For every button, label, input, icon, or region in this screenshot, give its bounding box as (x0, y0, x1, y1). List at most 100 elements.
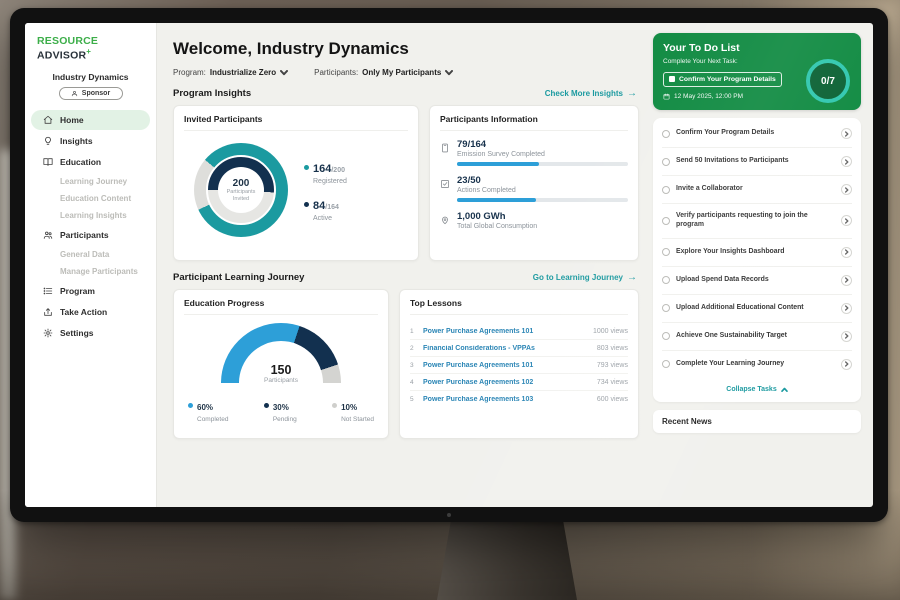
lesson-link[interactable]: Power Purchase Agreements 101 (423, 361, 534, 369)
checkbox-icon[interactable] (662, 360, 670, 369)
checkbox-icon[interactable] (662, 276, 670, 285)
education-gauge: 150 Participants (221, 323, 341, 385)
sidebar-item-take-action[interactable]: Take Action (31, 302, 150, 322)
lesson-link[interactable]: Power Purchase Agreements 103 (423, 395, 534, 403)
chevron-right-icon[interactable] (841, 330, 852, 342)
app-logo: RESOURCE ADVISOR+ (25, 35, 156, 70)
card-title: Invited Participants (184, 114, 408, 131)
chevron-right-icon[interactable] (841, 274, 852, 286)
task-row-complete-learning-journey[interactable]: Complete Your Learning Journey (662, 351, 852, 378)
sidebar-item-education[interactable]: Education (31, 152, 150, 172)
chevron-right-icon[interactable] (841, 128, 852, 139)
sidebar-item-education-content[interactable]: Education Content (25, 190, 156, 207)
stat-body: 1,000 GWh Total Global Consumption (457, 211, 628, 230)
monitor-stand (437, 520, 577, 600)
task-label: Confirm Your Program Details (676, 129, 775, 137)
program-select[interactable]: Program: Industrialize Zero (173, 68, 289, 77)
task-label: Explore Your Insights Dashboard (676, 247, 785, 255)
invited-participants-card: Invited Participants 200 Participants In… (173, 105, 419, 261)
collapse-tasks-button[interactable]: Collapse Tasks (662, 378, 852, 398)
sidebar-item-home[interactable]: Home (31, 109, 150, 130)
checkbox-icon[interactable] (669, 76, 675, 82)
lesson-rank: 4 (410, 378, 414, 386)
card-title: Participants Information (440, 114, 628, 131)
chevron-right-icon[interactable] (841, 358, 852, 370)
lesson-rank: 1 (410, 327, 414, 335)
todo-task-list: Confirm Your Program Details Send 50 Inv… (653, 118, 861, 402)
donut-legend: 164/200 Registered 84/164 Active (304, 159, 347, 222)
checkbox-icon[interactable] (662, 157, 670, 166)
energy-pin-icon (440, 211, 450, 230)
next-task-pill[interactable]: Confirm Your Program Details (663, 71, 782, 87)
go-to-learning-journey-link[interactable]: Go to Learning Journey → (533, 272, 637, 283)
sidebar-item-manage-participants[interactable]: Manage Participants (25, 263, 156, 280)
program-select-label: Program: (173, 68, 206, 77)
check-more-insights-link[interactable]: Check More Insights → (545, 88, 637, 99)
checkbox-icon[interactable] (662, 216, 670, 225)
chevron-right-icon[interactable] (841, 184, 852, 195)
due-date-row: 12 May 2025, 12:00 PM (663, 93, 851, 100)
legend-value: 10% (341, 403, 358, 412)
stat-actions-completed: 23/50 Actions Completed (440, 175, 628, 202)
lesson-row: 5 Power Purchase Agreements 103 600 view… (410, 391, 628, 407)
task-row-send-invitations[interactable]: Send 50 Invitations to Participants (662, 148, 852, 176)
emission-progress-bar (457, 162, 628, 166)
stat-value: 79/164 (457, 139, 487, 150)
home-icon (43, 115, 53, 125)
task-label: Upload Additional Educational Content (676, 303, 804, 311)
task-row-explore-insights[interactable]: Explore Your Insights Dashboard (662, 239, 852, 267)
sidebar-item-label: Settings (60, 327, 94, 338)
lesson-views: 600 views (596, 395, 628, 403)
checkbox-icon[interactable] (662, 248, 670, 257)
participants-select[interactable]: Participants: Only My Participants (314, 68, 454, 77)
task-row-verify-participants[interactable]: Verify participants requesting to join t… (662, 204, 852, 239)
chevron-right-icon[interactable] (841, 302, 852, 314)
donut-center-value: 200 (232, 177, 250, 189)
sponsor-label: Sponsor (81, 89, 111, 97)
sidebar-item-label: Home (60, 114, 84, 125)
task-row-achieve-sustainability-target[interactable]: Achieve One Sustainability Target (662, 323, 852, 351)
sidebar-item-general-data[interactable]: General Data (25, 246, 156, 263)
task-row-invite-collaborator[interactable]: Invite a Collaborator (662, 176, 852, 204)
sidebar-item-settings[interactable]: Settings (31, 323, 150, 343)
legend-item-active: 84/164 Active (304, 196, 347, 222)
calendar-icon (663, 93, 670, 100)
lesson-row: 3 Power Purchase Agreements 101 793 view… (410, 357, 628, 374)
checkbox-icon[interactable] (662, 332, 670, 341)
legend-item-registered: 164/200 Registered (304, 159, 347, 185)
progress-fill (457, 162, 540, 166)
sidebar-item-program[interactable]: Program (31, 281, 150, 301)
sidebar-item-learning-journey[interactable]: Learning Journey (25, 173, 156, 190)
task-row-upload-spend-data[interactable]: Upload Spend Data Records (662, 267, 852, 295)
lesson-rank: 2 (410, 344, 414, 352)
collapse-label: Collapse Tasks (726, 385, 777, 393)
chevron-right-icon[interactable] (841, 246, 852, 258)
sidebar-item-learning-insights[interactable]: Learning Insights (25, 207, 156, 224)
task-row-upload-educational-content[interactable]: Upload Additional Educational Content (662, 295, 852, 323)
lesson-link[interactable]: Power Purchase Agreements 101 (423, 327, 534, 335)
checkbox-icon[interactable] (662, 129, 670, 138)
chevron-right-icon[interactable] (841, 215, 852, 227)
lesson-row: 2 Financial Considerations - VPPAs 803 v… (410, 340, 628, 357)
legend-dot-pending (263, 403, 269, 408)
lesson-link[interactable]: Power Purchase Agreements 102 (423, 378, 534, 386)
checkbox-icon[interactable] (662, 304, 670, 313)
task-label: Upload Spend Data Records (676, 275, 769, 283)
chevron-right-icon[interactable] (841, 156, 852, 167)
legend-label: Registered (313, 177, 347, 185)
task-label: Invite a Collaborator (676, 185, 743, 193)
lesson-views: 1000 views (592, 327, 628, 335)
sidebar-item-participants[interactable]: Participants (31, 225, 150, 245)
invited-body: 200 Participants Invited 164/200 Registe… (184, 139, 408, 237)
filter-bar: Program: Industrialize Zero Participants… (173, 68, 639, 77)
todo-subtitle: Complete Your Next Task: (663, 58, 738, 65)
stat-value: 1,000 GWh (457, 211, 506, 222)
sidebar: RESOURCE ADVISOR+ Industry Dynamics Spon… (25, 23, 157, 507)
legend-item-pending: 30% Pending (263, 397, 297, 423)
legend-label: Active (313, 214, 333, 222)
donut-center: 200 Participants Invited (218, 167, 264, 213)
lesson-link[interactable]: Financial Considerations - VPPAs (423, 344, 535, 352)
checkbox-icon[interactable] (662, 185, 670, 194)
task-row-confirm-program[interactable]: Confirm Your Program Details (662, 120, 852, 148)
sidebar-item-insights[interactable]: Insights (31, 131, 150, 151)
